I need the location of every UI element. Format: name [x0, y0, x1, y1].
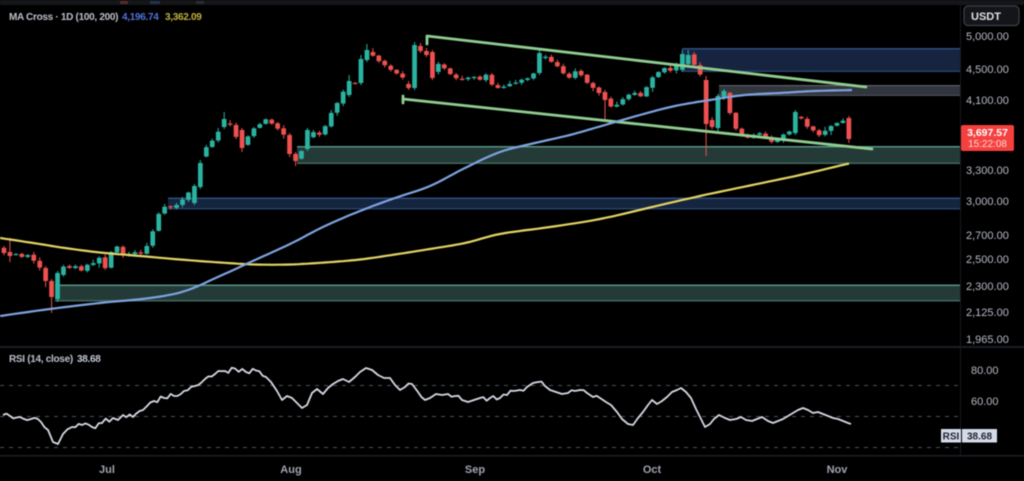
svg-text:60.00: 60.00	[971, 396, 999, 408]
svg-text:2,700.00: 2,700.00	[966, 230, 1009, 242]
svg-text:3,697.57: 3,697.57	[967, 127, 1008, 139]
svg-text:RSI: RSI	[943, 432, 960, 443]
svg-text:2,125.00: 2,125.00	[966, 307, 1009, 319]
svg-text:1,965.00: 1,965.00	[966, 334, 1009, 346]
svg-text:38.68: 38.68	[77, 354, 101, 365]
svg-text:4,500.00: 4,500.00	[966, 64, 1009, 76]
svg-text:3,300.00: 3,300.00	[966, 165, 1009, 177]
svg-text:4,196.74: 4,196.74	[122, 12, 159, 23]
svg-text:38.68: 38.68	[967, 432, 992, 443]
svg-text:Aug: Aug	[280, 464, 301, 476]
svg-text:Nov: Nov	[827, 464, 849, 476]
svg-text:3,362.09: 3,362.09	[165, 12, 202, 23]
svg-text:15:22:08: 15:22:08	[968, 139, 1007, 150]
svg-text:80.00: 80.00	[971, 365, 999, 377]
svg-text:Sep: Sep	[465, 464, 485, 476]
svg-text:MA Cross · 1D (100, 200): MA Cross · 1D (100, 200)	[9, 12, 118, 23]
svg-text:2,500.00: 2,500.00	[966, 254, 1009, 266]
svg-text:2,300.00: 2,300.00	[966, 281, 1009, 293]
svg-text:RSI (14, close): RSI (14, close)	[9, 354, 73, 365]
svg-text:4,100.00: 4,100.00	[966, 95, 1009, 107]
svg-text:USDT: USDT	[971, 11, 1001, 23]
svg-text:Oct: Oct	[643, 464, 662, 476]
svg-text:Jul: Jul	[99, 464, 115, 476]
svg-text:3,000.00: 3,000.00	[966, 196, 1009, 208]
svg-text:5,000.00: 5,000.00	[966, 31, 1009, 43]
